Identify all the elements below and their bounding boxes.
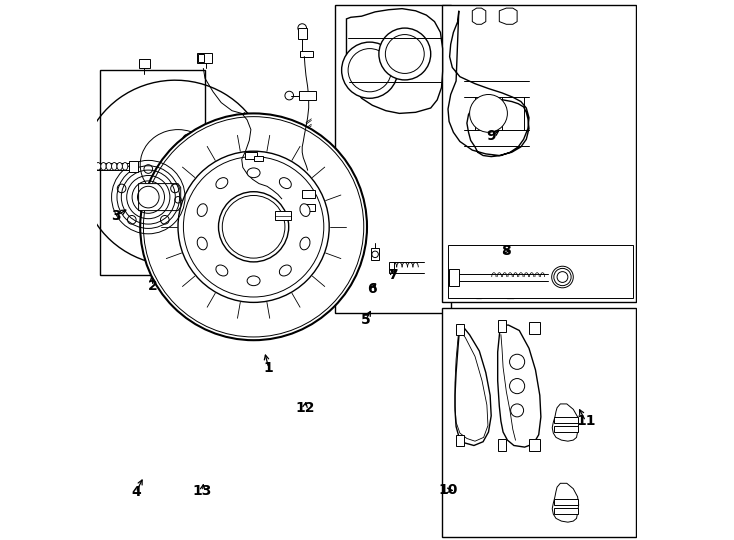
Bar (299, 91, 316, 100)
Bar (498, 439, 506, 451)
Text: 5: 5 (361, 313, 371, 327)
Ellipse shape (95, 163, 101, 170)
Bar (298, 28, 307, 39)
Polygon shape (552, 404, 578, 441)
Polygon shape (153, 235, 203, 254)
Text: 7: 7 (388, 268, 398, 282)
Text: 2: 2 (148, 279, 158, 293)
Polygon shape (498, 325, 541, 447)
Bar (449, 269, 459, 286)
Circle shape (470, 94, 507, 132)
Bar (554, 426, 578, 432)
Ellipse shape (280, 265, 291, 276)
Bar (275, 211, 291, 220)
Bar (529, 439, 539, 451)
Bar (498, 320, 506, 332)
Polygon shape (455, 327, 491, 446)
Polygon shape (501, 284, 518, 299)
Ellipse shape (216, 265, 228, 276)
Bar (139, 59, 150, 68)
Text: 9: 9 (487, 129, 496, 143)
Text: 3: 3 (111, 209, 120, 223)
Text: 12: 12 (295, 401, 315, 415)
Bar (554, 499, 578, 505)
Polygon shape (448, 11, 529, 157)
Ellipse shape (300, 237, 310, 250)
Ellipse shape (197, 237, 207, 250)
Bar (129, 161, 138, 172)
Text: 8: 8 (501, 244, 511, 258)
Text: 13: 13 (192, 484, 212, 498)
Circle shape (385, 35, 424, 73)
Ellipse shape (123, 163, 128, 170)
Bar (554, 508, 578, 514)
Bar (197, 53, 212, 63)
Bar (335, 5, 451, 313)
Circle shape (341, 42, 398, 98)
Circle shape (140, 113, 367, 340)
Polygon shape (346, 9, 443, 113)
Polygon shape (472, 284, 486, 299)
Ellipse shape (247, 276, 260, 286)
Ellipse shape (90, 163, 95, 170)
Bar (442, 5, 636, 302)
Ellipse shape (280, 178, 291, 188)
Text: 1: 1 (264, 361, 274, 375)
Ellipse shape (197, 204, 207, 217)
Ellipse shape (247, 168, 260, 178)
Ellipse shape (112, 163, 117, 170)
Text: 11: 11 (576, 414, 595, 428)
Bar (442, 308, 636, 537)
Ellipse shape (216, 178, 228, 188)
Bar (448, 245, 633, 298)
Bar (254, 156, 264, 161)
Ellipse shape (101, 163, 106, 170)
Bar (456, 324, 464, 335)
Ellipse shape (117, 163, 123, 170)
Bar (100, 70, 205, 275)
Bar (371, 248, 379, 260)
Bar (299, 51, 313, 57)
Bar (529, 322, 539, 334)
Bar (302, 190, 315, 198)
Polygon shape (499, 8, 517, 24)
Polygon shape (139, 184, 181, 211)
Ellipse shape (300, 204, 310, 217)
Ellipse shape (106, 163, 112, 170)
Bar (304, 204, 315, 211)
Bar (245, 152, 257, 159)
Text: 10: 10 (438, 483, 458, 497)
Text: 6: 6 (368, 282, 377, 296)
Bar (388, 262, 394, 273)
Bar (554, 417, 578, 423)
Circle shape (379, 28, 431, 80)
Polygon shape (472, 8, 486, 24)
Text: 4: 4 (131, 485, 141, 500)
Circle shape (348, 49, 391, 92)
Bar (198, 54, 205, 62)
Polygon shape (552, 483, 578, 522)
Bar (456, 435, 464, 446)
